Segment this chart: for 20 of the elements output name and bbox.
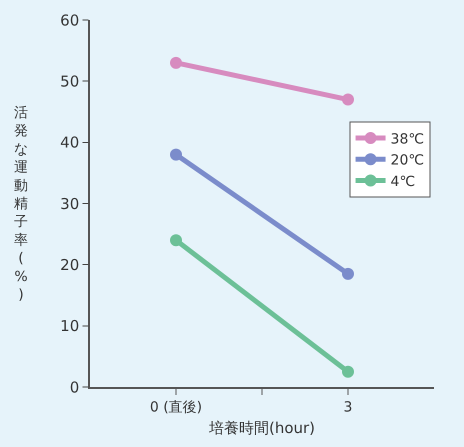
legend-label: 20℃ <box>390 152 424 169</box>
x-tick-label: 0 (直後) <box>150 400 202 416</box>
y-tick-label: 10 <box>60 317 80 336</box>
x-axis-title: 培養時間(hour) <box>208 419 316 438</box>
text: 活発な運動精子率(%) <box>14 105 28 303</box>
point <box>342 366 354 378</box>
y-tick-label: 60 <box>60 11 80 30</box>
y-tick-label: 20 <box>60 256 80 274</box>
y-tick-label: 40 <box>60 134 80 152</box>
x-tick-label: 3 <box>344 400 352 416</box>
legend-label: 38℃ <box>390 132 424 148</box>
point <box>170 148 182 161</box>
point <box>170 56 182 69</box>
legend-label: 4℃ <box>390 174 416 190</box>
y-tick-label: 30 <box>60 194 80 213</box>
y-tick-label: 0 <box>70 378 80 396</box>
point <box>342 94 354 106</box>
y-tick-label: 50 <box>60 72 80 90</box>
point <box>342 268 354 280</box>
point <box>170 234 182 246</box>
